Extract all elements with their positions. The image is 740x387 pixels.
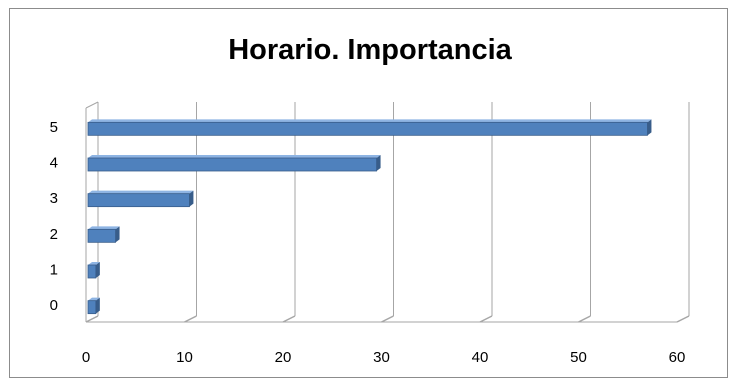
bar-end [115, 226, 120, 243]
y-tick-label: 1 [50, 262, 58, 279]
bar-front [87, 193, 190, 208]
bar [87, 190, 194, 208]
bar-front [87, 228, 116, 243]
x-tick-label: 40 [472, 349, 489, 366]
bar-top [88, 190, 194, 194]
gridline-depth [676, 315, 690, 323]
x-tick-labels: 0 10 20 30 40 50 60 [82, 349, 686, 366]
bar-end [95, 262, 100, 278]
gridline-depth [578, 315, 591, 323]
bar [87, 262, 100, 279]
y-tick-label: 2 [50, 226, 58, 243]
bar-top [88, 119, 652, 123]
bar-top [88, 226, 120, 230]
chart-title: Horario. Importancia [228, 34, 512, 66]
bar-front [87, 300, 97, 315]
bar-top [88, 262, 100, 265]
bar [87, 297, 100, 315]
y-tick-labels: 0 1 2 3 4 5 [50, 119, 58, 314]
bar [87, 226, 120, 243]
x-tick-label: 10 [176, 349, 193, 366]
bar-end [189, 190, 194, 207]
bar-end [95, 297, 100, 314]
x-tick-label: 50 [570, 349, 587, 366]
y-tick-label: 5 [50, 119, 58, 136]
gridline-depth [381, 315, 394, 323]
x-tick-label: 30 [373, 349, 390, 366]
x-tick-label: 0 [82, 349, 90, 366]
bar-front [87, 157, 377, 172]
bar-top [88, 297, 100, 301]
bars [87, 119, 652, 315]
bar-end [647, 119, 652, 136]
y-tick-label: 4 [50, 155, 58, 172]
bar-top [88, 155, 381, 158]
gridlines [85, 101, 690, 323]
gridline-depth [479, 315, 493, 323]
gridline-depth [85, 315, 99, 323]
x-tick-label: 60 [669, 349, 686, 366]
y-tick-label: 0 [50, 297, 58, 314]
axis-depth-top [85, 101, 99, 109]
bar [87, 155, 381, 172]
x-tick-label: 20 [275, 349, 292, 366]
bar-end [376, 155, 381, 171]
gridline-depth [184, 315, 197, 323]
y-tick-label: 3 [50, 190, 58, 207]
gridline-depth [282, 315, 296, 323]
bar-front [87, 264, 97, 279]
bar-front [87, 121, 648, 136]
bar [87, 119, 652, 136]
